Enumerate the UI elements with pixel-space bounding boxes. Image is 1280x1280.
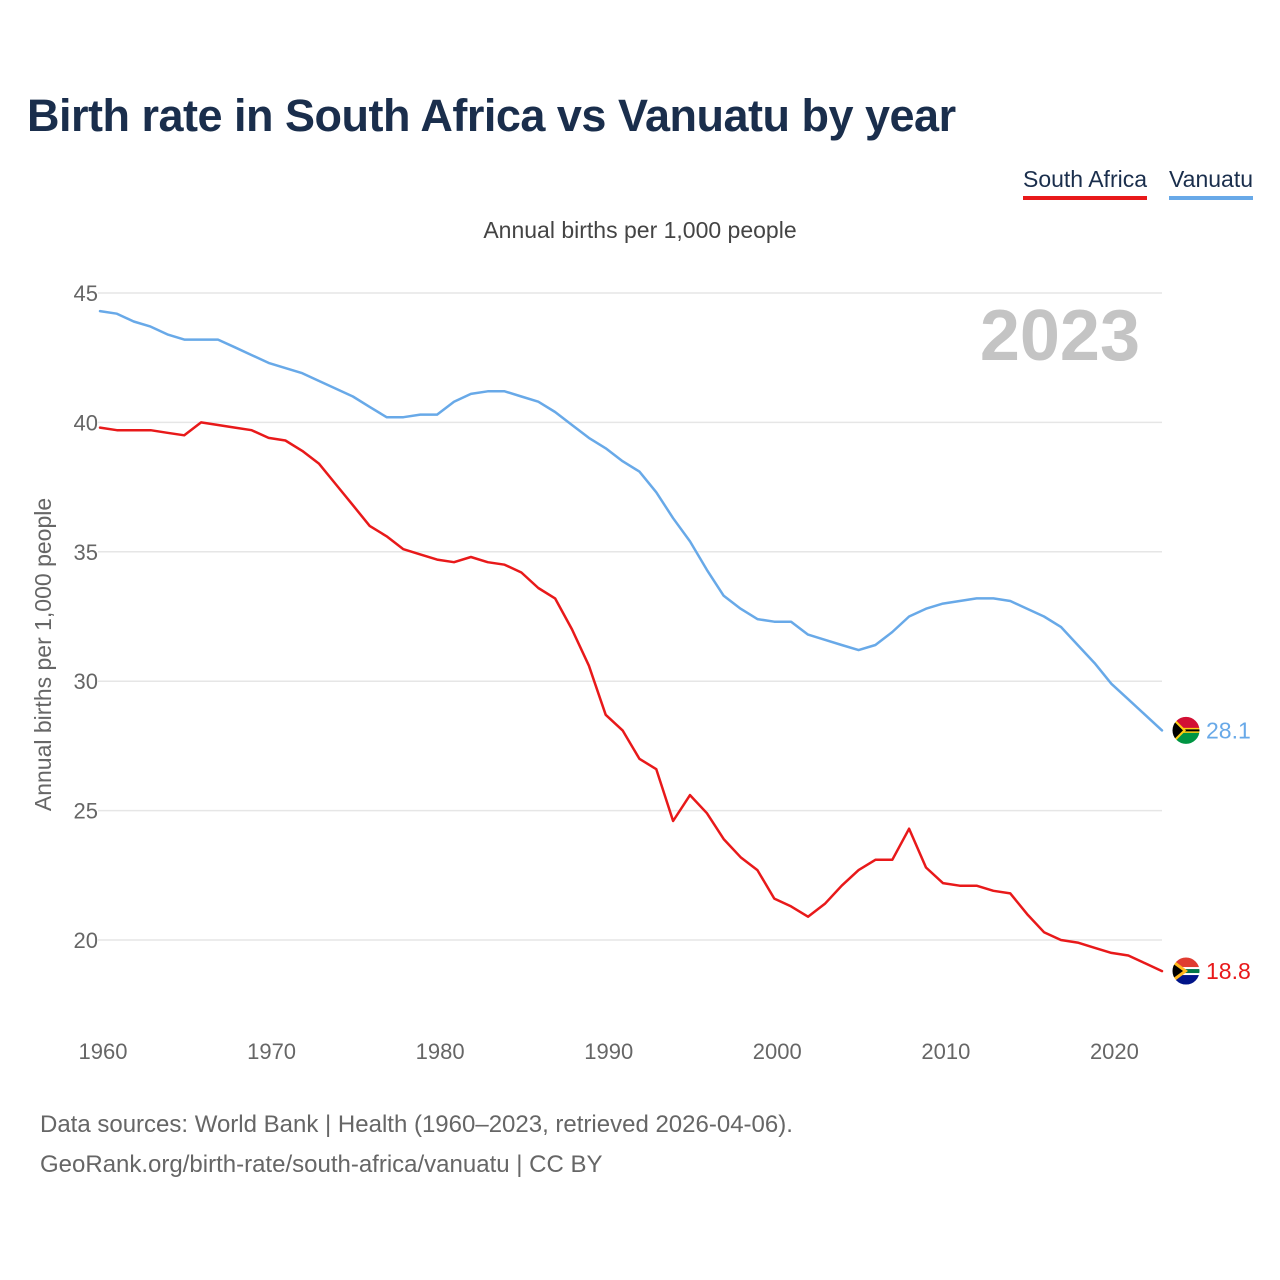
x-tick-label: 1980 <box>416 1039 465 1064</box>
series-line-south-africa[interactable] <box>98 421 1164 973</box>
end-value-label-vanuatu: 28.1 <box>1206 717 1251 743</box>
legend: South Africa Vanuatu <box>1022 166 1253 200</box>
chart-subtitle: Annual births per 1,000 people <box>483 217 797 243</box>
x-tick-label: 2020 <box>1090 1039 1139 1064</box>
legend-item-south-africa[interactable]: South Africa <box>1022 166 1148 200</box>
source-line-data: Data sources: World Bank | Health (1960–… <box>40 1111 793 1138</box>
series <box>98 309 1164 973</box>
y-tick-label: 35 <box>74 540 98 565</box>
series-line-vanuatu[interactable] <box>98 309 1164 732</box>
end-value-label-south-africa: 18.8 <box>1206 958 1251 984</box>
vanuatu-flag-icon <box>1171 715 1201 745</box>
y-tick-label: 40 <box>74 410 98 435</box>
y-axis-title: Annual births per 1,000 people <box>30 498 56 811</box>
south-africa-flag-icon <box>1171 956 1201 986</box>
y-tick-label: 30 <box>74 669 98 694</box>
x-tick-label: 1960 <box>79 1039 128 1064</box>
chart-title: Birth rate in South Africa vs Vanuatu by… <box>27 90 956 141</box>
x-tick-label: 2010 <box>921 1039 970 1064</box>
y-tick-label: 25 <box>74 799 98 824</box>
legend-item-vanuatu[interactable]: Vanuatu <box>1169 166 1253 200</box>
source-note: Data sources: World Bank | Health (1960–… <box>40 1105 793 1185</box>
y-tick-label: 20 <box>74 928 98 953</box>
series-end-markers: 18.8 28.1 <box>1171 715 1251 986</box>
axes: 20 25 30 35 40 45 1960 1970 1980 1990 2000 2010 2020… <box>30 281 1139 1064</box>
year-watermark: 2023 <box>980 296 1140 376</box>
y-tick-label: 45 <box>74 281 98 306</box>
source-line-url[interactable]: GeoRank.org/birth-rate/south-africa/vanu… <box>40 1151 603 1178</box>
x-tick-label: 1970 <box>247 1039 296 1064</box>
x-tick-label: 2000 <box>753 1039 802 1064</box>
gridlines <box>98 292 1162 941</box>
x-tick-label: 1990 <box>584 1039 633 1064</box>
